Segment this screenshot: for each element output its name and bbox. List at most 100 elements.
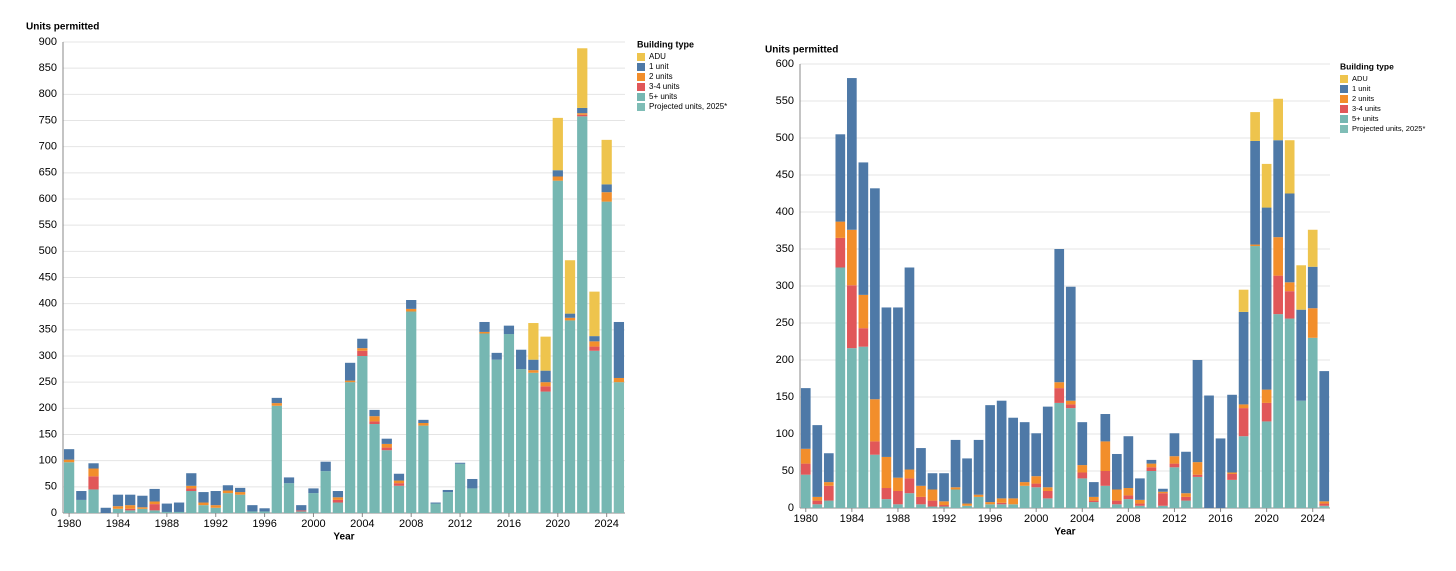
- bar-segment: [950, 487, 961, 490]
- bar-segment: [1054, 402, 1065, 508]
- bar-segment: [1031, 487, 1042, 508]
- bar-segment: [540, 386, 551, 392]
- bar-segment: [1054, 382, 1065, 389]
- bar-segment: [222, 485, 234, 491]
- bar-segment: [1077, 478, 1088, 508]
- bar-segment: [589, 346, 600, 351]
- bar-segment: [1284, 282, 1295, 292]
- bar-segment: [1169, 467, 1180, 508]
- bar-segment: [996, 400, 1007, 499]
- bar-segment: [430, 503, 441, 513]
- bar-segment: [1238, 404, 1249, 409]
- bar-segment: [870, 188, 880, 400]
- bar-segment: [283, 483, 295, 513]
- bar-segment: [1065, 400, 1076, 405]
- bar-segment: [962, 503, 972, 506]
- bar-segment: [381, 450, 392, 513]
- bar-segment: [1146, 467, 1157, 471]
- bar-segment: [1181, 500, 1191, 508]
- bar-segment: [904, 493, 915, 508]
- bar-segment: [1169, 433, 1180, 457]
- bar-segment: [577, 107, 588, 114]
- bar-segment: [847, 348, 857, 508]
- bar-segment: [491, 359, 502, 513]
- bar-segment: [369, 409, 380, 417]
- bar-segment: [1135, 478, 1145, 500]
- bar-segment: [454, 463, 466, 513]
- legend-title: Building type: [1340, 61, 1394, 71]
- y-tick-label: 350: [39, 324, 57, 336]
- bar-segment: [1204, 395, 1214, 508]
- bar-segment: [962, 505, 972, 508]
- bar-segment: [1123, 495, 1134, 500]
- bar-segment: [1238, 289, 1249, 312]
- bar-segment: [222, 493, 234, 513]
- bar-segment: [601, 201, 612, 513]
- legend-swatch: [637, 53, 645, 61]
- bar-segment: [812, 504, 823, 508]
- bar-segment: [1042, 490, 1053, 499]
- y-tick-label: 250: [39, 376, 57, 388]
- bar-segment: [601, 192, 612, 202]
- bar-segment: [870, 399, 880, 442]
- bar-segment: [893, 490, 903, 505]
- x-tick-label: 2012: [1162, 513, 1186, 525]
- bar-segment: [1261, 163, 1272, 208]
- legend-swatch: [637, 93, 645, 101]
- legend-label: 1 unit: [1352, 84, 1371, 93]
- bar-segment: [540, 336, 551, 371]
- bar-segment: [479, 331, 490, 334]
- bar-segment: [1135, 499, 1145, 504]
- bar-segment: [1169, 456, 1180, 464]
- bar-segment: [1319, 371, 1330, 502]
- bar-segment: [893, 477, 903, 491]
- bar-segment: [577, 116, 588, 514]
- bar-segment: [1042, 406, 1053, 488]
- bar-segment: [1146, 471, 1157, 508]
- y-tick-label: 400: [39, 298, 57, 310]
- x-axis-title: Year: [333, 532, 354, 543]
- bar-segment: [1227, 472, 1237, 474]
- legend-swatch: [1340, 115, 1348, 123]
- bar-segment: [88, 468, 99, 477]
- bar-segment: [63, 449, 75, 460]
- bar-segment: [173, 502, 185, 512]
- bar-segment: [1238, 436, 1249, 508]
- bar-segment: [1008, 417, 1018, 499]
- bar-segment: [613, 382, 625, 513]
- bar-segment: [1100, 414, 1111, 442]
- bar-segment: [950, 439, 961, 488]
- bar-segment: [357, 356, 368, 513]
- bar-segment: [222, 490, 234, 494]
- legend-swatch: [637, 73, 645, 81]
- y-tick-label: 400: [776, 206, 794, 218]
- bar-segment: [1158, 488, 1168, 492]
- legend-swatch: [1340, 85, 1348, 93]
- bar-segment: [1181, 496, 1191, 501]
- bar-segment: [1296, 309, 1307, 401]
- bar-segment: [847, 229, 857, 286]
- bar-segment: [858, 328, 869, 347]
- y-tick-label: 50: [782, 465, 794, 477]
- bar-segment: [870, 441, 880, 455]
- bar-segment: [1192, 462, 1203, 475]
- bar-segment: [186, 485, 197, 489]
- bar-segment: [939, 501, 949, 506]
- bar-segment: [1238, 311, 1249, 405]
- bar-segment: [1042, 487, 1053, 491]
- bar-segment: [601, 139, 612, 185]
- y-tick-label: 200: [776, 354, 794, 366]
- bar-segment: [100, 507, 111, 513]
- bar-segment: [577, 114, 588, 117]
- bar-segment: [973, 494, 984, 497]
- bar-segment: [149, 501, 160, 505]
- bar-segment: [577, 113, 588, 115]
- bar-segment: [540, 391, 551, 513]
- bar-segment: [589, 341, 600, 347]
- bar-segment: [1319, 503, 1330, 506]
- bar-segment: [332, 491, 344, 498]
- bar-segment: [1112, 500, 1122, 505]
- bar-segment: [927, 473, 938, 490]
- bar-segment: [1238, 408, 1249, 437]
